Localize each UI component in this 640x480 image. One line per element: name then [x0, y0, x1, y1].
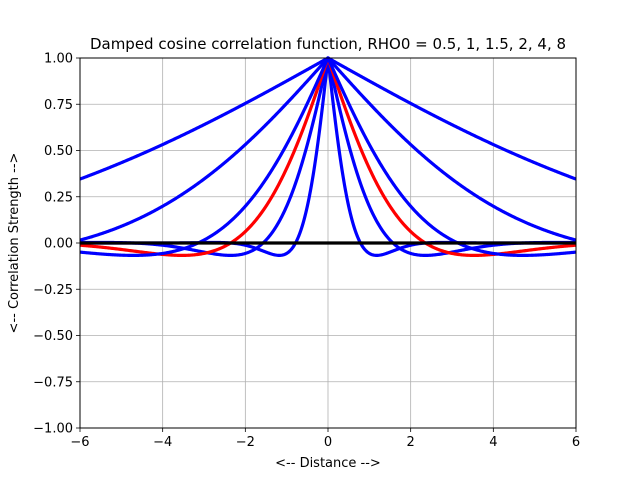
y-tick-label: −0.75 [33, 375, 73, 390]
y-tick-label: 0.50 [44, 144, 73, 159]
y-tick-label: −0.25 [33, 283, 73, 298]
x-tick-label: 2 [407, 435, 415, 450]
x-tick-label: −6 [70, 435, 89, 450]
y-tick-label: −1.00 [33, 422, 73, 437]
y-tick-label: −0.50 [33, 329, 73, 344]
x-tick-label: −2 [236, 435, 255, 450]
ticks: −6 −4 −2 0 2 4 6 −1.00 −0.75 −0.50 −0.25 0.00 0.25 0.… [33, 52, 580, 451]
y-axis-label: <-- Correlation Strength --> [7, 153, 22, 334]
chart-title: Damped cosine correlation function, RHO0… [90, 35, 566, 53]
x-tick-label: 6 [572, 435, 580, 450]
y-tick-label: 0.00 [44, 237, 73, 252]
y-tick-label: 1.00 [44, 52, 73, 67]
x-tick-label: 4 [489, 435, 497, 450]
y-tick-label: 0.75 [44, 98, 73, 113]
x-tick-label: 0 [324, 435, 332, 450]
x-tick-label: −4 [153, 435, 172, 450]
y-tick-label: 0.25 [44, 190, 73, 205]
x-axis-label: <-- Distance --> [275, 456, 381, 471]
